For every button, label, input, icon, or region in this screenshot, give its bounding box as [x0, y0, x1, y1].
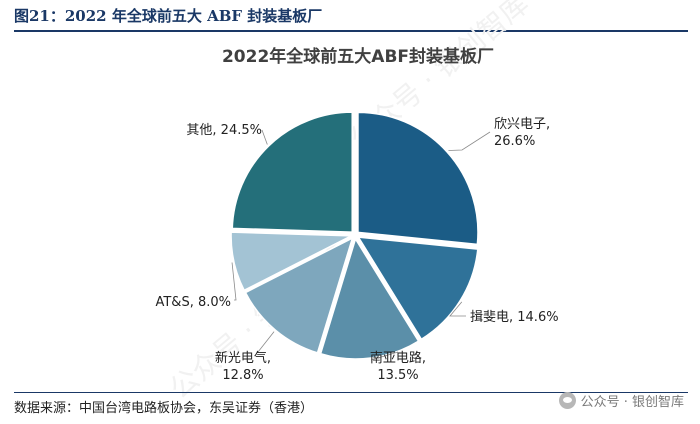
- pie-slice: [357, 111, 479, 246]
- watermark-label: 公众号 · 银创智库: [580, 395, 684, 410]
- pie-slice: [230, 231, 352, 292]
- bottom-divider: [14, 392, 688, 393]
- top-divider: [14, 30, 688, 32]
- chart-title: 2022年全球前五大ABF封装基板厂: [222, 46, 494, 67]
- leader-line: [257, 331, 275, 353]
- leader-line: [371, 351, 399, 361]
- pie-slices: [230, 111, 479, 360]
- leader-line: [448, 131, 491, 151]
- chat-bubble-icon: [558, 392, 576, 409]
- pie-slice: [231, 111, 353, 233]
- slice-label: 揖斐电, 14.6%: [470, 310, 559, 325]
- slice-label-line: 欣兴电子,: [494, 117, 550, 132]
- slice-label-line: 其他, 24.5%: [186, 123, 262, 138]
- pie-slice: [244, 236, 354, 354]
- source-note: 数据来源：中国台湾电路板协会，东吴证券（香港）: [14, 401, 314, 416]
- leader-line: [231, 262, 237, 301]
- slice-label-line: 揖斐电, 14.6%: [470, 310, 559, 325]
- figure-title: 图21：2022 年全球前五大 ABF 封装基板厂: [14, 7, 323, 25]
- slice-label: 新光电气, 12.8%: [215, 350, 271, 383]
- pie-slice: [356, 236, 479, 341]
- leader-lines: [231, 129, 491, 361]
- slice-label-line: 新光电气,: [215, 350, 271, 366]
- leader-line: [261, 129, 268, 145]
- watermark: 公众号 · 银创智库: [558, 391, 684, 410]
- slice-label-line: 南亚电路,: [370, 350, 426, 366]
- slice-label: 其他, 24.5%: [186, 123, 262, 138]
- slice-labels: 欣兴电子, 26.6% 揖斐电, 14.6% 南亚电路, 13.5% 新光电气, 12.8%…: [155, 117, 558, 383]
- slice-label-line: 13.5%: [377, 368, 418, 383]
- slice-label: AT&S, 8.0%: [155, 295, 231, 310]
- leader-line: [449, 301, 466, 317]
- slice-label-line: AT&S, 8.0%: [155, 295, 231, 310]
- slice-label-line: 12.8%: [222, 368, 263, 383]
- pie-slice: [319, 237, 420, 360]
- slice-label-line: 26.6%: [494, 134, 535, 149]
- slice-label: 南亚电路, 13.5%: [370, 350, 426, 383]
- slice-label: 欣兴电子, 26.6%: [494, 117, 550, 149]
